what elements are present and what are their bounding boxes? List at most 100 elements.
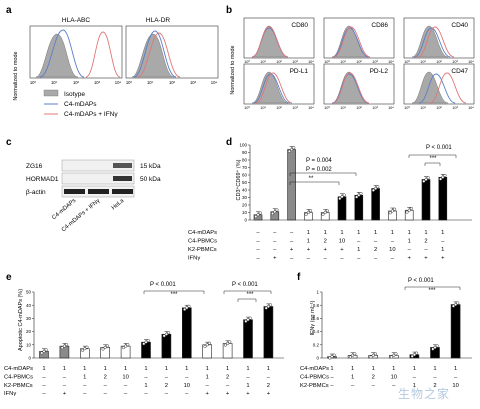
data-point	[287, 149, 291, 153]
table-cell: 1	[351, 366, 354, 372]
data-point	[103, 345, 107, 349]
stat-bracket-f	[404, 286, 461, 290]
data-point	[443, 173, 447, 177]
band-hormad1-hela	[113, 176, 132, 181]
y-tick-label: 40	[242, 188, 248, 193]
legend-c4-label: C4-mDAPs	[64, 101, 97, 108]
table-cell: 1	[357, 230, 360, 236]
table-cell: –	[374, 239, 378, 245]
c4-ifn-histogram	[332, 72, 370, 104]
table-cell: +	[226, 391, 230, 397]
y-tick-label: 60	[242, 173, 248, 178]
table-cell: 10	[389, 247, 395, 253]
xtick: 10⁰	[324, 106, 330, 110]
y-tick-label: 100	[239, 143, 247, 148]
table-cell: –	[185, 391, 189, 397]
data-point	[183, 307, 187, 311]
table-cell: –	[433, 374, 437, 380]
c4-ifn-histogram	[137, 32, 181, 78]
data-point	[371, 188, 375, 192]
data-point	[264, 306, 268, 310]
stat-p-0001-a: P < 0.001	[150, 282, 176, 288]
table-cell: +	[340, 247, 344, 253]
bar	[263, 306, 274, 359]
panel-label-b: b	[226, 5, 232, 16]
bar	[337, 196, 347, 221]
table-cell: +	[273, 256, 277, 262]
histogram-frame	[323, 17, 395, 59]
data-point	[162, 334, 166, 338]
panel-a-subtitle-hla-dr: HLA-DR	[146, 17, 171, 24]
xtick: 10²	[356, 60, 362, 64]
y-tick-label: 50	[242, 180, 248, 185]
xtick: 10⁴	[308, 60, 314, 64]
y-tick-label: 1	[316, 290, 319, 295]
table-cell: –	[144, 391, 148, 397]
table-cell: 10	[339, 239, 345, 245]
table-cell: –	[165, 374, 169, 380]
table-cell: –	[206, 383, 210, 389]
table-cell: 10	[184, 383, 190, 389]
data-point	[244, 319, 248, 323]
c4-ifn-histogram	[429, 72, 467, 104]
xtick: 10²	[276, 60, 282, 64]
y-tick-label: 10	[26, 342, 32, 347]
table-cell: –	[290, 256, 294, 262]
y-tick-label: 0	[28, 356, 31, 361]
table-cell: –	[185, 374, 189, 380]
y-tick-label: 30	[26, 316, 32, 321]
data-point	[435, 344, 439, 348]
table-cell: –	[273, 230, 277, 236]
bar	[438, 176, 448, 221]
xtick: 10⁴	[468, 106, 474, 110]
panel-b-ylabel: Normalized to mode	[230, 45, 236, 94]
table-cell: –	[124, 383, 128, 389]
band-zg16-hela	[113, 163, 132, 168]
table-cell: 1	[441, 247, 444, 253]
data-point	[424, 177, 428, 182]
table-cell: 1	[340, 230, 343, 236]
data-point	[187, 304, 191, 308]
data-point	[371, 353, 375, 357]
table-row-label: C4-PBMCs	[300, 374, 329, 380]
table-cell: 1	[124, 366, 127, 372]
data-point	[351, 353, 355, 357]
table-row-label: C4-mDAPs	[188, 230, 217, 236]
table-cell: 2	[433, 383, 436, 389]
c4-ifn-histogram	[251, 26, 289, 58]
chart-d: 0 10 20 30 40 50 60 70 80 90 100	[239, 143, 472, 223]
table-row-label: IFNγ	[188, 256, 200, 262]
data-point	[62, 344, 66, 348]
table-cell: –	[83, 391, 87, 397]
xtick: 10²	[436, 60, 442, 64]
histogram-frame	[243, 17, 315, 59]
table-cell: 1	[372, 366, 375, 372]
xtick: 10¹	[260, 60, 266, 64]
data-point	[330, 355, 334, 359]
table-cell: 2	[267, 383, 270, 389]
table-cell: +	[424, 256, 428, 262]
table-cell: 1	[408, 230, 411, 236]
table-cell: 1	[324, 230, 327, 236]
panel-a-legend: Isotype C4-mDAPs C4-mDAPs + IFNγ	[43, 89, 118, 118]
table-cell: 1	[413, 366, 416, 372]
blot-size-50kda: 50 kDa	[140, 176, 161, 183]
table-cell: 1	[374, 230, 377, 236]
blot-row-hormad1: HORMAD1	[26, 176, 59, 183]
data-point	[407, 208, 411, 212]
table-cell: –	[273, 239, 277, 245]
xtick: 10³	[94, 80, 101, 85]
xtick: 10⁴	[308, 106, 314, 110]
data-point	[332, 353, 336, 357]
xtick: 10¹	[51, 80, 58, 85]
data-point	[451, 304, 455, 308]
data-point	[42, 349, 46, 353]
data-point	[304, 212, 308, 216]
data-point	[124, 344, 128, 348]
table-row-label: K2-PBMCs	[300, 383, 329, 389]
stat-bracket-1	[289, 172, 357, 176]
bar	[371, 188, 380, 221]
stat-stars-b: ***	[246, 292, 254, 298]
histogram-frame	[403, 63, 475, 105]
